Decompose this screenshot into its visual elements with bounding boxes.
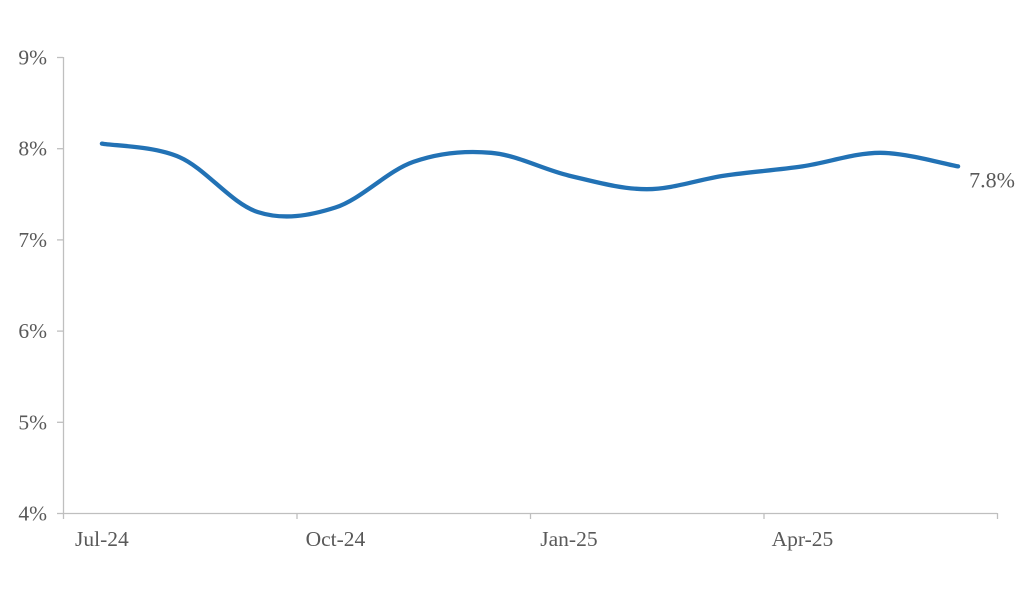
y-axis-label: 6% bbox=[18, 319, 47, 343]
x-axis: Jul-24 Oct-24 Jan-25 Apr-25 bbox=[62, 512, 999, 551]
y-axis-label: 4% bbox=[18, 502, 47, 526]
y-axis-label: 5% bbox=[18, 410, 47, 434]
x-axis-label: Jul-24 bbox=[75, 527, 129, 551]
y-axis-label: 7% bbox=[18, 228, 47, 252]
y-axis-label: 9% bbox=[18, 46, 47, 70]
y-axis: 9% 8% 7% 6% 5% 4% bbox=[18, 46, 65, 526]
y-axis-label: 8% bbox=[18, 137, 47, 161]
series-line bbox=[99, 141, 961, 219]
x-axis-label: Oct-24 bbox=[306, 527, 366, 551]
x-axis-label: Apr-25 bbox=[772, 527, 834, 551]
x-axis-label: Jan-25 bbox=[540, 527, 597, 551]
series-end-label: 7.8% bbox=[969, 167, 1015, 192]
